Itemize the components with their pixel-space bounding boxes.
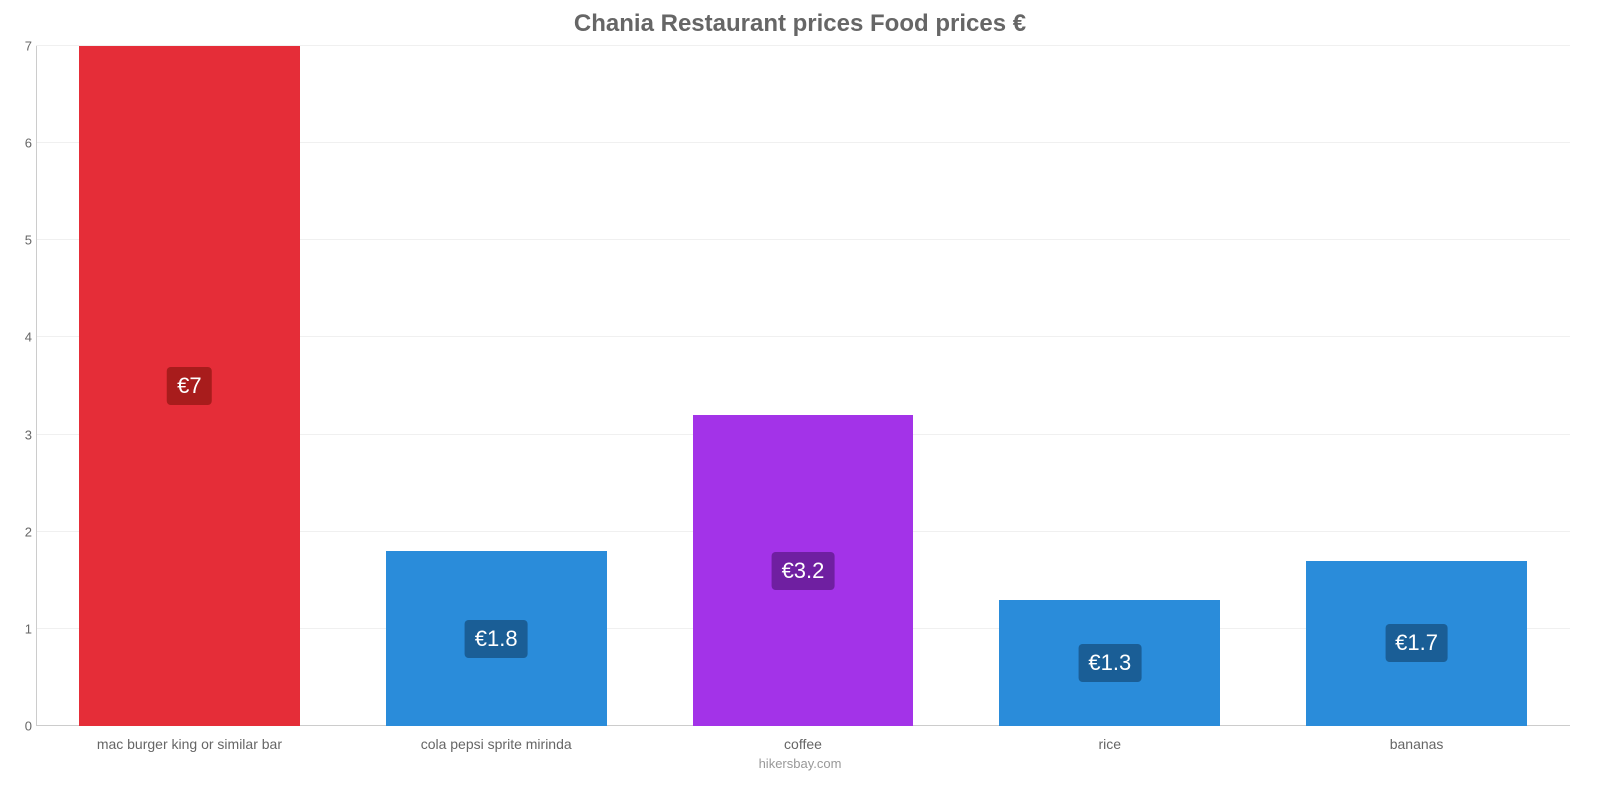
y-tick-label: 0 xyxy=(12,719,32,734)
bar-slot: €1.7 xyxy=(1263,46,1570,726)
bar-slot: €3.2 xyxy=(650,46,957,726)
bar: €1.8 xyxy=(386,551,607,726)
bar-slot: €1.3 xyxy=(956,46,1263,726)
bar: €1.3 xyxy=(999,600,1220,726)
bar: €1.7 xyxy=(1306,561,1527,726)
bar: €7 xyxy=(79,46,300,726)
bar-chart: Chania Restaurant prices Food prices € 0… xyxy=(0,10,1600,800)
x-tick-label: bananas xyxy=(1263,726,1570,752)
y-tick-label: 6 xyxy=(12,136,32,151)
chart-title: Chania Restaurant prices Food prices € xyxy=(0,10,1600,38)
bar-slot: €7 xyxy=(36,46,343,726)
y-tick-label: 4 xyxy=(12,330,32,345)
y-tick-label: 1 xyxy=(12,621,32,636)
y-tick-label: 7 xyxy=(12,39,32,54)
x-tick-label: rice xyxy=(956,726,1263,752)
y-tick-label: 2 xyxy=(12,524,32,539)
x-tick-label: mac burger king or similar bar xyxy=(36,726,343,752)
value-badge: €3.2 xyxy=(772,552,835,590)
bar-slot: €1.8 xyxy=(343,46,650,726)
value-badge: €1.3 xyxy=(1078,644,1141,682)
chart-footer: hikersbay.com xyxy=(0,756,1600,771)
x-tick-label: cola pepsi sprite mirinda xyxy=(343,726,650,752)
x-tick-label: coffee xyxy=(650,726,957,752)
bar: €3.2 xyxy=(693,415,914,726)
value-badge: €1.7 xyxy=(1385,624,1448,662)
value-badge: €7 xyxy=(167,367,211,405)
plot-area: 01234567 €7€1.8€3.2€1.3€1.7 xyxy=(36,46,1570,726)
x-labels-row: mac burger king or similar barcola pepsi… xyxy=(36,726,1570,752)
value-badge: €1.8 xyxy=(465,620,528,658)
y-tick-label: 5 xyxy=(12,233,32,248)
y-tick-label: 3 xyxy=(12,427,32,442)
bars-row: €7 €1.8 €3.2 €1.3 €1.7 xyxy=(36,46,1570,726)
